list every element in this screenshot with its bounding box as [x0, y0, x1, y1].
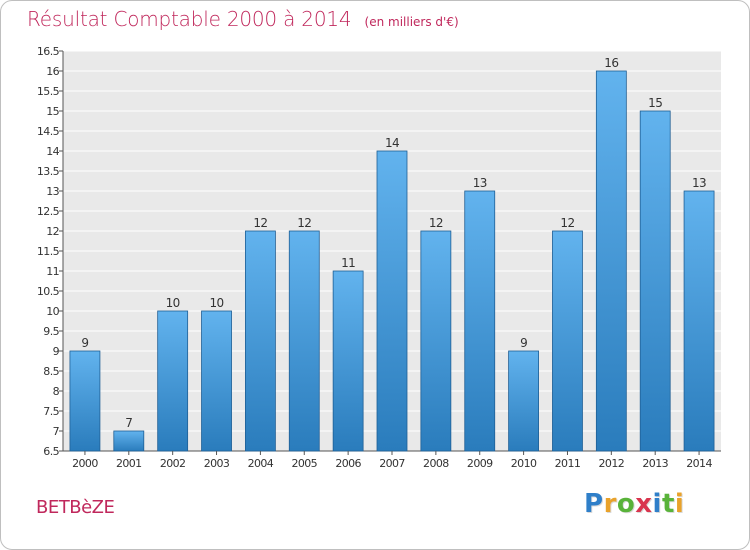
y-tick-label: 7.5: [43, 405, 59, 418]
x-tick-label: 2003: [204, 457, 230, 470]
x-tick-label: 2006: [335, 457, 361, 470]
commune-name: BETBèZE: [36, 497, 115, 518]
bar: [508, 350, 540, 452]
y-tick-label: 8: [53, 385, 60, 398]
chart-subtitle: (en milliers d'€): [364, 15, 459, 29]
y-tick-label: 13.5: [37, 165, 60, 178]
data-label: 9: [81, 336, 88, 350]
data-label: 16: [604, 56, 618, 70]
logo-letter: x: [635, 489, 653, 519]
bar: [288, 230, 320, 452]
bar: [69, 350, 101, 452]
bar: [639, 110, 671, 452]
x-tick-label: 2005: [291, 457, 317, 470]
y-tick-label: 10: [46, 305, 59, 318]
x-tick-label: 2010: [511, 457, 537, 470]
chart-title: Résultat Comptable 2000 à 2014: [27, 7, 352, 31]
chart-title-row: Résultat Comptable 2000 à 2014 (en milli…: [27, 7, 459, 31]
x-tick-label: 2011: [555, 457, 581, 470]
y-tick-label: 7: [53, 425, 60, 438]
data-label: 10: [166, 296, 180, 310]
bar: [201, 310, 232, 452]
y-tick-label: 16.5: [37, 45, 60, 58]
data-label: 15: [648, 96, 662, 110]
y-tick-label: 16: [46, 65, 59, 78]
y-tick-label: 12.5: [37, 205, 60, 218]
logo-letter: i: [674, 489, 685, 519]
bar: [376, 150, 408, 452]
data-label: 7: [125, 416, 132, 430]
logo-letter: i: [652, 489, 662, 519]
bar: [113, 430, 145, 452]
bar: [552, 230, 583, 452]
data-label: 11: [341, 256, 355, 270]
logo-letter: P: [584, 489, 604, 519]
bar: [244, 230, 276, 452]
bar: [683, 190, 715, 452]
y-tick-label: 11: [46, 265, 59, 278]
bar: [420, 230, 452, 452]
data-label: 13: [473, 176, 487, 190]
y-tick-label: 14: [46, 145, 59, 158]
y-tick-label: 9: [53, 345, 60, 358]
x-tick-label: 2009: [467, 457, 493, 470]
y-tick-label: 8.5: [43, 365, 59, 378]
x-tick-label: 2000: [72, 457, 98, 470]
data-label: 9: [520, 336, 527, 350]
x-tick-label: 2007: [379, 457, 405, 470]
bar: [332, 270, 364, 452]
y-tick-label: 9.5: [43, 325, 59, 338]
x-tick-label: 2008: [423, 457, 449, 470]
x-tick-label: 2002: [160, 457, 186, 470]
y-tick-label: 12: [46, 225, 59, 238]
x-tick-label: 2012: [599, 457, 625, 470]
bar: [157, 310, 189, 452]
logo-letter: o: [616, 489, 636, 519]
x-tick-label: 2004: [248, 457, 274, 470]
y-tick-label: 6.5: [43, 445, 59, 458]
bar: [595, 70, 627, 452]
x-tick-label: 2013: [642, 457, 668, 470]
y-tick-label: 13: [46, 185, 59, 198]
data-label: 13: [692, 176, 706, 190]
data-label: 14: [385, 136, 399, 150]
x-tick-label: 2014: [686, 457, 712, 470]
data-label: 10: [209, 296, 223, 310]
data-label: 12: [560, 216, 574, 230]
x-tick-label: 2001: [116, 457, 142, 470]
y-tick-label: 14.5: [37, 125, 60, 138]
y-tick-label: 10.5: [37, 285, 60, 298]
y-tick-label: 15: [46, 105, 59, 118]
proxiti-logo: Proxiti: [584, 489, 684, 519]
data-label: 12: [253, 216, 267, 230]
logo-letter: t: [661, 489, 675, 519]
data-label: 12: [297, 216, 311, 230]
bar: [464, 190, 496, 452]
y-tick-label: 15.5: [37, 85, 60, 98]
y-tick-label: 11.5: [37, 245, 60, 258]
data-label: 12: [429, 216, 443, 230]
logo-letter: r: [603, 489, 617, 519]
